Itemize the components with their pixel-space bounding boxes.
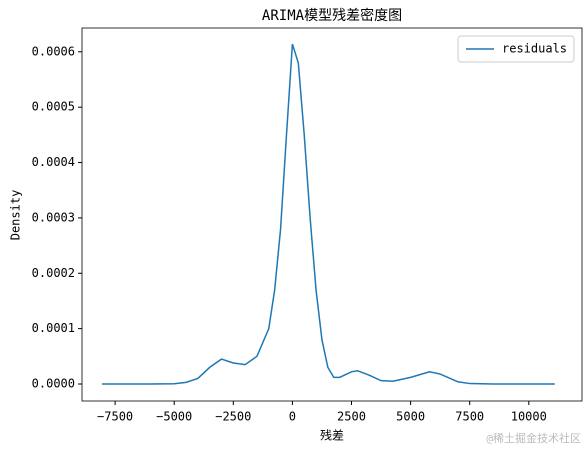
watermark: @稀土掘金技术社区 [486,431,581,445]
y-tick-label: 0.0006 [32,44,75,58]
legend-label: residuals [502,42,567,56]
x-axis-label: 残差 [320,429,344,443]
y-tick-label: 0.0002 [32,266,75,280]
y-tick-label: 0.0000 [32,377,75,391]
x-tick-label: −2500 [215,410,251,424]
y-tick-label: 0.0003 [32,210,75,224]
y-tick-label: 0.0001 [32,321,75,335]
x-tick-label: −7500 [97,410,133,424]
plot-frame [81,27,583,402]
chart-title: ARIMA模型残差密度图 [262,7,402,24]
y-tick-label: 0.0004 [32,155,75,169]
x-tick-label: 2500 [337,410,366,424]
x-tick-label: −5000 [156,410,192,424]
x-tick-label: 0 [289,410,296,424]
density-line [102,43,555,385]
x-tick-label: 10000 [511,410,547,424]
y-tick-label: 0.0005 [32,100,75,114]
y-axis-label: Density [9,190,23,241]
x-tick-label: 5000 [396,410,425,424]
x-tick-label: 7500 [455,410,484,424]
legend-box [457,35,575,63]
